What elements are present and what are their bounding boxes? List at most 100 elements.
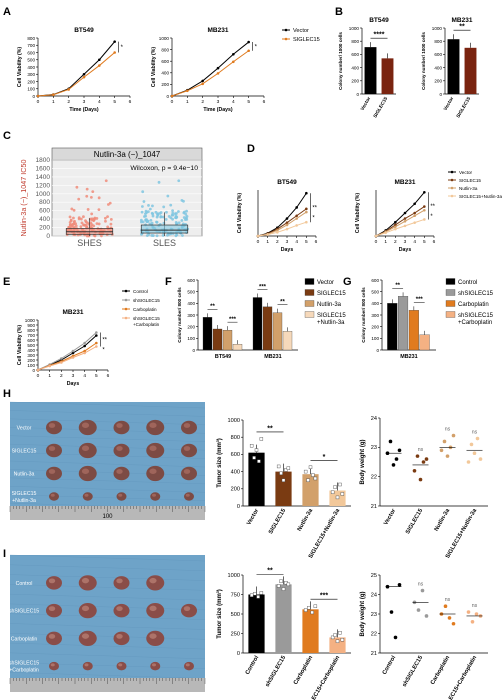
jitter-point xyxy=(109,222,113,226)
legend-item: Vector xyxy=(304,278,334,286)
jitter-point xyxy=(185,209,188,213)
legend-marker xyxy=(284,37,288,41)
tumor xyxy=(146,575,165,591)
x-axis-label: Time (Days) xyxy=(203,107,233,113)
bar xyxy=(262,306,273,351)
y-tick-label: 100 xyxy=(371,336,379,341)
data-point xyxy=(413,214,416,218)
series-line xyxy=(375,218,425,237)
data-point xyxy=(307,606,311,610)
tumor xyxy=(146,419,165,436)
legend-swatch xyxy=(304,278,315,285)
x-tick-label: 6 xyxy=(129,99,132,105)
data-point xyxy=(95,341,98,345)
jitter-point xyxy=(147,204,150,207)
photo-row-label: Carboplatin xyxy=(11,636,38,642)
x-tick-label: 4 xyxy=(232,99,235,105)
data-point xyxy=(285,227,289,231)
significance-mark: * xyxy=(323,454,326,461)
legend-item: Control xyxy=(445,278,477,286)
jitter-point xyxy=(148,222,152,226)
jitter-point xyxy=(143,215,146,218)
jitter-point xyxy=(145,218,149,222)
photo-texture xyxy=(9,418,206,426)
bar xyxy=(212,328,223,351)
photo-row-label: shSIGLEC15 xyxy=(9,609,39,615)
chart-title: BT549 xyxy=(74,27,94,34)
x-tick-label: shSIGLEC15 xyxy=(402,654,425,688)
y-axis-label: Nutlin‑3a (−)_1047 IC50 xyxy=(19,160,28,237)
data-point xyxy=(170,94,174,98)
y-tick-label: 200 xyxy=(161,82,169,87)
photo-texture xyxy=(9,593,206,601)
x-tick-label: Vector xyxy=(246,507,260,526)
data-point xyxy=(412,469,417,473)
x-tick-label: SIGLEC15 xyxy=(268,507,288,535)
data-point xyxy=(83,341,86,345)
y-tick-label: 400 xyxy=(434,65,442,70)
jitter-point xyxy=(69,223,72,227)
photo-texture xyxy=(9,427,206,434)
data-point xyxy=(95,331,98,334)
bar xyxy=(272,312,283,351)
jitter-point xyxy=(144,212,147,216)
x-tick-label: 4 xyxy=(98,99,101,105)
legend-item: shSIGLEC15+Carboplatin xyxy=(122,316,160,327)
significance-mark: * xyxy=(312,216,315,222)
photo-texture xyxy=(9,603,206,611)
legend-marker xyxy=(450,170,454,174)
tumor xyxy=(82,661,93,671)
data-point xyxy=(403,217,407,220)
data-point xyxy=(424,614,429,618)
x-tick-label: 4 xyxy=(413,239,416,245)
data-point xyxy=(295,214,298,218)
chart-h1: 0 200 400 600 800 1000 Tumor size (mm³) Vector S… xyxy=(216,418,351,560)
photo-row-label: shSIGLEC15 xyxy=(9,661,39,667)
jitter-point xyxy=(171,209,174,213)
tumor xyxy=(46,443,62,458)
tumor-highlight xyxy=(81,422,90,428)
photo-texture xyxy=(9,633,206,640)
y-tick-label: 800 xyxy=(351,39,359,44)
tumor xyxy=(184,661,194,671)
data-point xyxy=(95,334,98,337)
data-point xyxy=(279,471,283,476)
chart-c: Nutlin‑3a (−)_10470200400600800100012001… xyxy=(19,147,203,248)
photo-texture xyxy=(9,494,206,501)
data-point xyxy=(413,221,416,224)
jitter-point xyxy=(146,210,150,214)
y-tick-label: 400 xyxy=(27,65,35,70)
y-tick-label: 0 xyxy=(46,233,50,240)
jitter-point xyxy=(175,212,178,215)
photo-row-label: SIGLEC15 xyxy=(12,449,37,455)
data-point xyxy=(475,436,480,441)
photo-texture xyxy=(9,477,206,485)
data-point xyxy=(276,231,279,234)
legend-swatch xyxy=(304,311,315,318)
chart-a2: 0 200 400 600 800 1000 Cell Viability (%) MB231… xyxy=(151,27,320,113)
legend-marker xyxy=(124,307,128,311)
jitter-point xyxy=(72,208,76,212)
data-point xyxy=(394,223,397,227)
tumor-highlight xyxy=(116,606,123,612)
y-axis-label: Colony number/ 800 cells xyxy=(361,287,366,343)
y-tick-label: 400 xyxy=(161,71,169,76)
tumor xyxy=(181,443,197,458)
jitter-point xyxy=(169,216,173,220)
y-tick-label: 300 xyxy=(27,72,35,77)
bar xyxy=(302,474,319,506)
data-point xyxy=(311,473,315,477)
data-point xyxy=(71,351,75,355)
tumor-photo-h: VectorSIGLEC15Nutlin-3aSIGLEC15+Nutlin-3… xyxy=(9,401,206,520)
data-point xyxy=(415,454,420,458)
x-tick-label: Control xyxy=(245,655,261,676)
y-tick-label: 400 xyxy=(351,65,359,70)
y-tick-label: 800 xyxy=(27,36,35,41)
x-tick-label: 5 xyxy=(95,373,98,379)
jitter-point xyxy=(177,179,181,183)
y-tick-label: 800 xyxy=(161,47,169,52)
jitter-point xyxy=(140,220,143,224)
tumor-highlight xyxy=(81,605,90,612)
y-tick-label: 700 xyxy=(27,333,35,338)
bar xyxy=(248,452,265,506)
